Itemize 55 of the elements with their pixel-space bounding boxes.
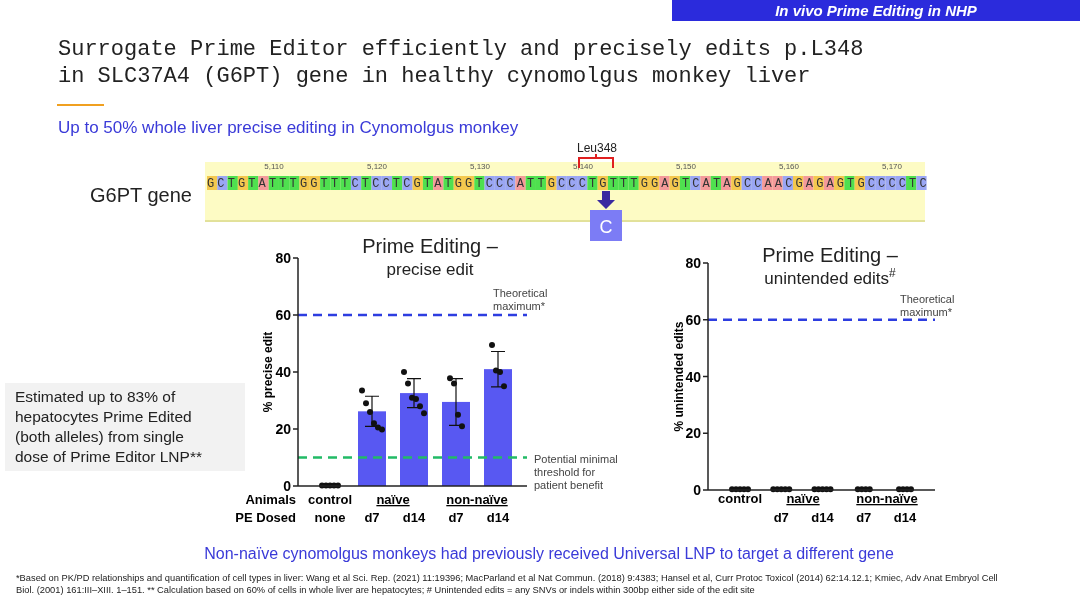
- text: non-naïve: [446, 492, 508, 507]
- text: Leu348: [576, 141, 618, 155]
- y-tick-label: 80: [685, 255, 702, 271]
- y-axis-title: % precise edit: [261, 331, 275, 413]
- x-tick-label: d14: [402, 510, 426, 525]
- text: 5,170: [881, 162, 903, 171]
- text: In vivo Prime Editing in NHP: [775, 2, 978, 19]
- x-tick-label: d7: [856, 510, 872, 525]
- text: 5,160: [778, 162, 800, 171]
- x-tick-label: d7: [364, 510, 380, 525]
- text: G6PT gene: [90, 184, 192, 206]
- bar: [400, 393, 428, 486]
- ref-line-label: Theoretical maximum*: [900, 293, 955, 318]
- text: naïve: [786, 491, 820, 506]
- y-tick-label: 0: [693, 482, 702, 498]
- text: 5,110: [264, 162, 285, 171]
- text: C: [599, 217, 613, 237]
- text: non-naïve: [856, 491, 918, 506]
- chart-subtitle: unintended edits$^{#}$: [764, 266, 897, 288]
- bar: [442, 401, 470, 486]
- text: 5,140: [572, 162, 594, 171]
- text: 5,120: [366, 162, 388, 171]
- ref-line-label: Theoretical maximum*: [493, 287, 548, 312]
- x-tick-label: d7: [448, 510, 464, 525]
- text: control: [307, 492, 353, 507]
- text: Estimated up to 83% of hepatocytes Prime Edited (both alleles) from single dose of Prime Editor LNP**: [15, 388, 202, 465]
- bar: [358, 411, 386, 486]
- text: PE Dosed: [235, 510, 297, 525]
- x-tick-label: d14: [893, 510, 917, 525]
- chart-subtitle: precise edit: [386, 260, 474, 279]
- x-tick-label: d14: [486, 510, 510, 525]
- text: Non-naïve cynomolgus monkeys had previously received Universal LNP to target a different gene: [204, 545, 894, 562]
- text: *Based on PK/PD relationships and quantification of cell types in liver: Wang et al Sci. Rep. (2021) 11:19396; MacParland et al Nat Commun. (2018) 9:4383; Hansel et al, Curr Protoc Toxicol (2014) 62:14.12.1; Kmiec, Adv Anat Embryol Cell Biol. (2001) 161:III–XIII. 1–151. ** Calculation based on 60% of cells in whole liver are hepatocytes; # Unintended edits = any SNVs or indels within 300bp either side of the edit site: [16, 573, 998, 595]
- x-tick-label: none: [314, 510, 346, 525]
- bar: [484, 369, 512, 486]
- text: 5,150: [675, 162, 697, 171]
- x-tick-label: d7: [773, 510, 789, 525]
- text: Up to 50% whole liver precise editing in Cynomolgus monkey: [58, 118, 519, 137]
- text: Animals: [245, 492, 296, 507]
- ref-line-label: Potential minimal threshold for patient benefit: [534, 453, 618, 491]
- y-tick-label: 40: [685, 368, 702, 385]
- text: 5,130: [469, 162, 491, 171]
- y-tick-label: 60: [685, 311, 702, 328]
- chart-title: Prime Editing –: [362, 235, 499, 257]
- y-tick-label: 80: [275, 250, 292, 266]
- x-tick-label: d14: [811, 510, 835, 525]
- y-tick-label: 40: [275, 364, 292, 380]
- y-tick-label: 60: [275, 307, 292, 323]
- y-tick-label: 0: [283, 478, 292, 494]
- y-axis-title: % unintended edits: [672, 321, 686, 432]
- chart-title: Prime Editing –: [762, 244, 899, 266]
- text: Surrogate Prime Editor efficiently and precisely edits p.L348 in SLC37A4 (G6PT) gene in healthy cynomolgus monkey liver: [58, 37, 864, 89]
- text: naïve: [376, 492, 410, 507]
- y-tick-label: 20: [275, 421, 292, 437]
- y-tick-label: 20: [685, 425, 702, 442]
